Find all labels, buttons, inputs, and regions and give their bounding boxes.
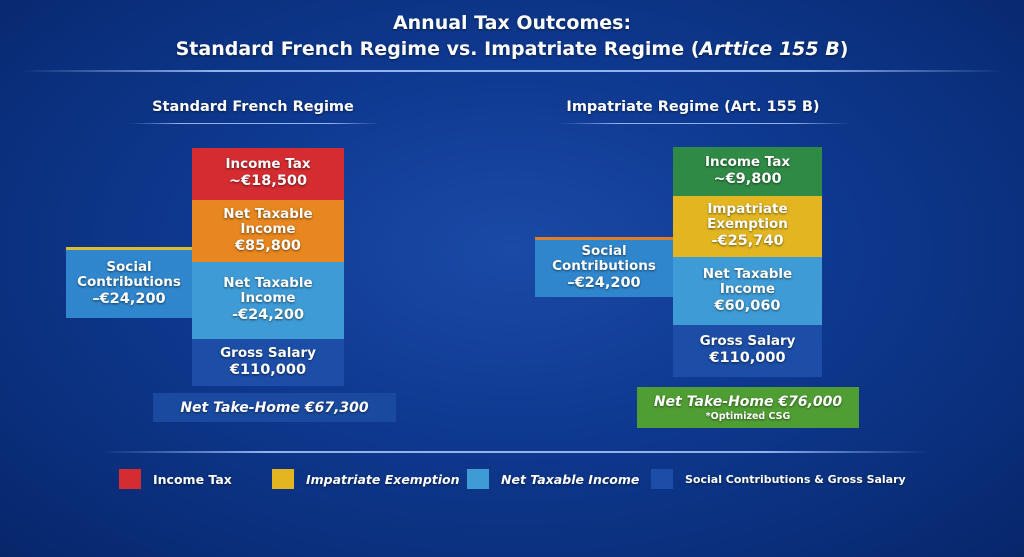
segment-label: Gross Salary: [220, 344, 316, 361]
segment-label: Impatriate: [707, 201, 788, 217]
segment-value: ~€18,500: [228, 173, 308, 189]
impatriate-exemption-segment: Impatriate Exemption -€25,740: [673, 196, 822, 257]
segment-label: Income: [719, 280, 776, 297]
segment-value: ~€9,800: [713, 170, 782, 187]
segment-label: Gross Salary: [699, 333, 796, 349]
take-home-note: *Optimized CSG: [705, 410, 791, 422]
standard-income-tax-segment: Income Tax ~€18,500: [192, 148, 344, 200]
impatriate-title-divider: [560, 123, 850, 124]
impatriate-social-contributions-box: Social Contributions –€24,200: [535, 237, 673, 297]
legend-swatch-light-blue: [467, 469, 489, 489]
standard-social-contributions-box: Social Contributions –€24,200: [66, 247, 192, 318]
legend-item-social-gross: Social Contributions & Gross Salary: [651, 469, 906, 489]
impatriate-net-taxable-income-segment: Net Taxable Income €60,060: [673, 257, 822, 325]
segment-value: -€25,740: [711, 233, 784, 249]
segment-value: -€24,200: [231, 307, 305, 323]
social-value: –€24,200: [92, 290, 166, 307]
social-label: Contributions: [552, 258, 656, 274]
impatriate-panel-title: Impatriate Regime (Art. 155 B): [566, 99, 820, 115]
segment-label: Net Taxable: [223, 205, 313, 222]
impatriate-net-take-home: Net Take-Home €76,000 *Optimized CSG: [637, 387, 859, 428]
standard-net-taxable-deduction-segment: Net Taxable Income -€24,200: [192, 262, 344, 339]
standard-gross-salary-segment: Gross Salary €110,000: [192, 339, 344, 386]
subtitle-close: ): [839, 38, 849, 60]
standard-title-divider: [130, 123, 380, 124]
main-title: Annual Tax Outcomes:: [392, 12, 632, 34]
standard-panel-title: Standard French Regime: [152, 99, 354, 115]
legend-swatch-yellow: [272, 469, 294, 489]
segment-label: Net Taxable: [223, 275, 313, 291]
legend-swatch-red: [119, 469, 141, 489]
legend-item-impatriate-exemption: Impatriate Exemption: [272, 469, 460, 489]
segment-value: €60,060: [714, 297, 781, 314]
segment-label: Exemption: [707, 216, 788, 232]
standard-net-taxable-income-segment: Net Taxable Income €85,800: [192, 200, 344, 262]
subtitle-main: Standard French Regime vs. Impatriate Re…: [175, 38, 700, 60]
segment-value: €110,000: [709, 350, 786, 366]
legend-label: Net Taxable Income: [501, 471, 640, 487]
segment-value: €85,800: [234, 237, 302, 254]
legend-divider: [100, 451, 930, 453]
take-home-label: Net Take-Home €67,300: [180, 399, 369, 416]
legend-label: Income Tax: [153, 471, 232, 487]
segment-value: €110,000: [229, 361, 307, 378]
legend-item-net-taxable-income: Net Taxable Income: [467, 469, 639, 489]
social-label: Social: [581, 243, 627, 259]
social-label: Contributions: [77, 273, 181, 290]
segment-label: Income Tax: [704, 153, 791, 170]
legend-swatch-dark-blue: [651, 469, 673, 489]
legend-item-income-tax: Income Tax: [119, 469, 232, 489]
segment-label: Income: [240, 220, 296, 237]
subtitle-italic: Arttice 155 B: [699, 38, 840, 60]
legend-label: Impatriate Exemption: [306, 471, 460, 487]
impatriate-income-tax-segment: Income Tax ~€9,800: [673, 147, 822, 196]
impatriate-gross-salary-segment: Gross Salary €110,000: [673, 325, 822, 377]
segment-label: Income: [240, 290, 296, 306]
social-label: Social: [106, 258, 152, 275]
main-subtitle: Standard French Regime vs. Impatriate Re…: [0, 38, 1024, 60]
segment-label: Income Tax: [225, 156, 311, 172]
legend-label: Social Contributions & Gross Salary: [685, 472, 906, 486]
take-home-label: Net Take-Home €76,000: [653, 393, 843, 410]
social-value: –€24,200: [567, 275, 641, 291]
title-divider: [20, 70, 1004, 72]
standard-net-take-home: Net Take-Home €67,300: [153, 393, 396, 422]
segment-label: Net Taxable: [702, 265, 793, 282]
